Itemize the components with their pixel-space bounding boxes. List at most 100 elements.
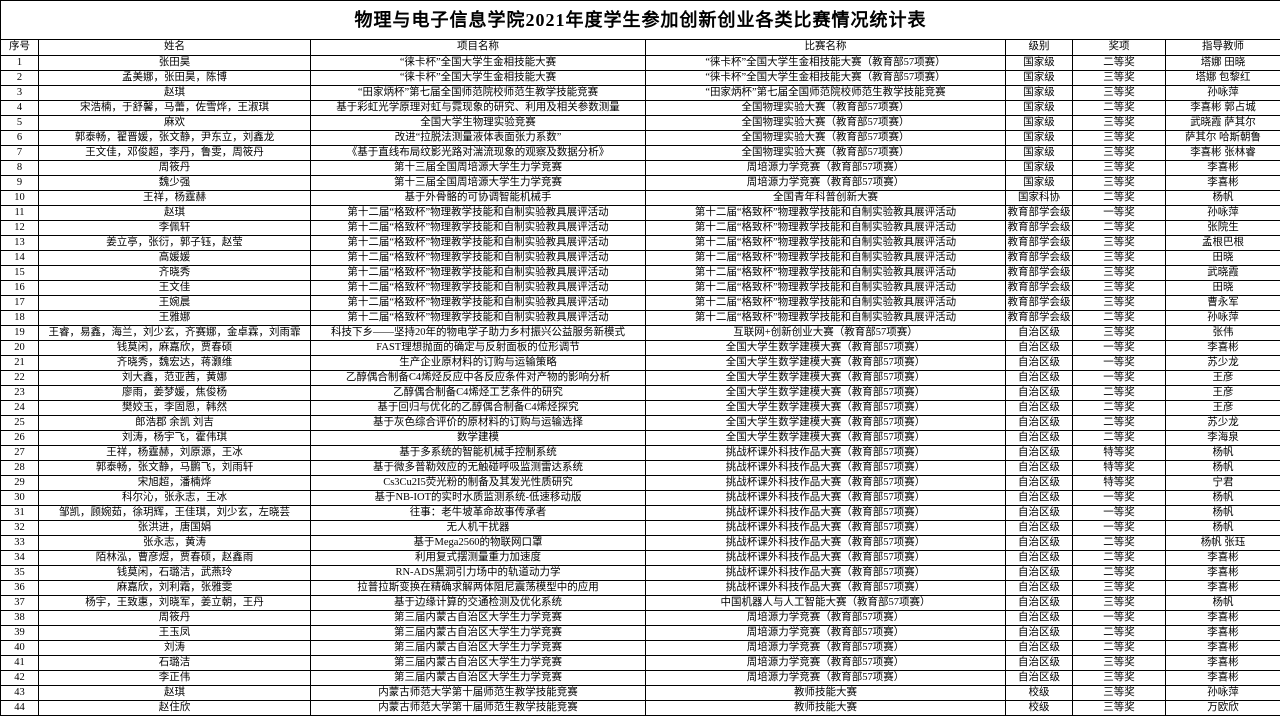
table-row: 16 王文佳 第十二届“格致杯”物理教学技能和自制实验教具展评活动 第十二届“格致杯”… [0, 280, 1280, 296]
cell-level: 自治区级 [1005, 400, 1073, 416]
cell-advisor: 王彦 [1164, 385, 1280, 401]
cell-no: 33 [0, 535, 39, 551]
cell-advisor: 萨其尔 哈斯朝鲁 [1164, 130, 1280, 146]
cell-no: 41 [0, 655, 39, 671]
cell-level: 自治区级 [1005, 340, 1073, 356]
cell-competition: 挑战杯课外科技作品大赛（教育部57项赛） [645, 550, 1006, 566]
cell-level: 自治区级 [1005, 490, 1073, 506]
cell-level: 自治区级 [1005, 565, 1073, 581]
cell-project: 基于微多普勒效应的无触碰呼吸监测雷达系统 [310, 460, 646, 476]
cell-project: 乙醇偶合制备C4烯烃反应中各反应条件对产物的影响分析 [310, 370, 646, 386]
table-row: 24 樊姣玉，李固恩，韩然 基于回归与优化的乙醇偶合制备C4烯烃探究 全国大学生数学建… [0, 400, 1280, 416]
cell-award: 二等奖 [1072, 625, 1166, 641]
table-row: 19 王睿，易鑫，海兰，刘少玄，齐赛娜，金卓霖，刘雨霏 科技下乡——坚持20年的物电… [0, 325, 1280, 341]
cell-names: 赵琪 [38, 85, 311, 101]
cell-level: 国家级 [1005, 160, 1073, 176]
cell-competition: 挑战杯课外科技作品大赛（教育部57项赛） [645, 490, 1006, 506]
cell-advisor: 杨帆 [1164, 595, 1280, 611]
cell-names: 宋浩楠，于舒馨，马蕾，佐雪烨，王淑琪 [38, 100, 311, 116]
cell-advisor: 李喜彬 [1164, 340, 1280, 356]
cell-level: 自治区级 [1005, 640, 1073, 656]
cell-award: 二等奖 [1072, 640, 1166, 656]
cell-project: 第十二届“格致杯”物理教学技能和自制实验教具展评活动 [310, 280, 646, 296]
cell-names: 王祥，杨霆赫 [38, 190, 311, 206]
cell-advisor: 李喜彬 郭占城 [1164, 100, 1280, 116]
cell-level: 教育部学会级 [1005, 280, 1073, 296]
table-row: 22 刘大鑫，范亚茜，黄娜 乙醇偶合制备C4烯烃反应中各反应条件对产物的影响分析 全国… [0, 370, 1280, 386]
cell-names: 郎浩郡 余凯 刘吉 [38, 415, 311, 431]
cell-names: 科尔沁，张永志，王冰 [38, 490, 311, 506]
cell-level: 自治区级 [1005, 535, 1073, 551]
cell-advisor: 张院生 [1164, 220, 1280, 236]
table-row: 42 李正伟 第三届内蒙古自治区大学生力学竞赛 周培源力学竞赛（教育部57项赛） 自治区… [0, 670, 1280, 686]
column-header-award: 奖项 [1072, 39, 1166, 56]
cell-award: 二等奖 [1072, 220, 1166, 236]
cell-project: FAST理想抛面的确定与反射面板的位形调节 [310, 340, 646, 356]
cell-names: 杨宇，王致惠，刘晓军，姜立朝，王丹 [38, 595, 311, 611]
cell-no: 9 [0, 175, 39, 191]
table-row: 20 钱莫闲，麻嘉欣，贾春硕 FAST理想抛面的确定与反射面板的位形调节 全国大学生数… [0, 340, 1280, 356]
cell-competition: 全国物理实验大赛（教育部57项赛） [645, 100, 1006, 116]
cell-project: 基于彩虹光学原理对虹与霓现象的研究、利用及相关参数测量 [310, 100, 646, 116]
cell-award: 一等奖 [1072, 490, 1166, 506]
cell-level: 教育部学会级 [1005, 205, 1073, 221]
cell-no: 31 [0, 505, 39, 521]
cell-level: 自治区级 [1005, 505, 1073, 521]
cell-award: 三等奖 [1072, 265, 1166, 281]
cell-advisor: 孙咏萍 [1164, 685, 1280, 701]
cell-advisor: 王彦 [1164, 400, 1280, 416]
cell-project: 第十二届“格致杯”物理教学技能和自制实验教具展评活动 [310, 310, 646, 326]
cell-project: 基于回归与优化的乙醇偶合制备C4烯烃探究 [310, 400, 646, 416]
cell-no: 25 [0, 415, 39, 431]
cell-project: “徕卡杯”全国大学生金相技能大赛 [310, 70, 646, 86]
cell-no: 34 [0, 550, 39, 566]
cell-no: 14 [0, 250, 39, 266]
cell-names: 王玉凤 [38, 625, 311, 641]
cell-competition: 全国大学生数学建模大赛（教育部57项赛） [645, 370, 1006, 386]
cell-award: 一等奖 [1072, 205, 1166, 221]
cell-competition: 全国青年科普创新大赛 [645, 190, 1006, 206]
cell-advisor: 武晓霞 萨其尔 [1164, 115, 1280, 131]
cell-no: 10 [0, 190, 39, 206]
cell-project: 生产企业原材料的订购与运输策略 [310, 355, 646, 371]
cell-project: 第十二届“格致杯”物理教学技能和自制实验教具展评活动 [310, 235, 646, 251]
cell-project: 第三届内蒙古自治区大学生力学竞赛 [310, 625, 646, 641]
cell-no: 26 [0, 430, 39, 446]
cell-project: 第三届内蒙古自治区大学生力学竞赛 [310, 655, 646, 671]
title-row: 物理与电子信息学院2021年度学生参加创新创业各类比赛情况统计表 [0, 0, 1280, 40]
cell-competition: 周培源力学竞赛（教育部57项赛） [645, 670, 1006, 686]
table-row: 21 齐晓秀，魏宏达，蒋灏维 生产企业原材料的订购与运输策略 全国大学生数学建模大赛（… [0, 355, 1280, 371]
cell-advisor: 王彦 [1164, 370, 1280, 386]
table-row: 15 齐晓秀 第十二届“格致杯”物理教学技能和自制实验教具展评活动 第十二届“格致杯”… [0, 265, 1280, 281]
cell-project: 第十二届“格致杯”物理教学技能和自制实验教具展评活动 [310, 250, 646, 266]
cell-award: 二等奖 [1072, 100, 1166, 116]
cell-project: 数学建模 [310, 430, 646, 446]
cell-project: 改进“拉脱法测量液体表面张力系数” [310, 130, 646, 146]
cell-competition: 全国大学生数学建模大赛（教育部57项赛） [645, 385, 1006, 401]
cell-level: 国家级 [1005, 145, 1073, 161]
table-row: 34 陌林泓，曹彦煜，贾春硕，赵鑫雨 利用复式摆测量重力加速度 挑战杯课外科技作品大赛… [0, 550, 1280, 566]
cell-level: 教育部学会级 [1005, 250, 1073, 266]
cell-advisor: 李喜彬 [1164, 580, 1280, 596]
cell-names: 李佩轩 [38, 220, 311, 236]
cell-names: 齐晓秀，魏宏达，蒋灏维 [38, 355, 311, 371]
cell-advisor: 杨帆 [1164, 505, 1280, 521]
cell-competition: 挑战杯课外科技作品大赛（教育部57项赛） [645, 580, 1006, 596]
cell-no: 5 [0, 115, 39, 131]
cell-names: 孟美娜，张田昊，陈博 [38, 70, 311, 86]
cell-award: 二等奖 [1072, 385, 1166, 401]
table-row: 5 麻欢 全国大学生物理实验竞赛 全国物理实验大赛（教育部57项赛） 国家级 三等奖 武晓霞… [0, 115, 1280, 131]
cell-award: 三等奖 [1072, 280, 1166, 296]
table-row: 40 刘涛 第三届内蒙古自治区大学生力学竞赛 周培源力学竞赛（教育部57项赛） 自治区级… [0, 640, 1280, 656]
cell-no: 1 [0, 55, 39, 71]
cell-award: 一等奖 [1072, 355, 1166, 371]
table-row: 37 杨宇，王致惠，刘晓军，姜立朝，王丹 基于边缘计算的交通检测及优化系统 中国机器人… [0, 595, 1280, 611]
table-row: 31 邹凯，顾婉茹，徐玥辉，王佳琪，刘少玄，左晓芸 往事：老牛坡革命故事传承者 挑战杯… [0, 505, 1280, 521]
cell-award: 特等奖 [1072, 475, 1166, 491]
cell-level: 自治区级 [1005, 415, 1073, 431]
cell-project: 第三届内蒙古自治区大学生力学竞赛 [310, 670, 646, 686]
cell-competition: 挑战杯课外科技作品大赛（教育部57项赛） [645, 445, 1006, 461]
cell-project: 基于Mega2560的物联网口罩 [310, 535, 646, 551]
cell-names: 郭泰畅，张文静，马鹏飞，刘雨轩 [38, 460, 311, 476]
cell-advisor: 塔娜 包黎红 [1164, 70, 1280, 86]
